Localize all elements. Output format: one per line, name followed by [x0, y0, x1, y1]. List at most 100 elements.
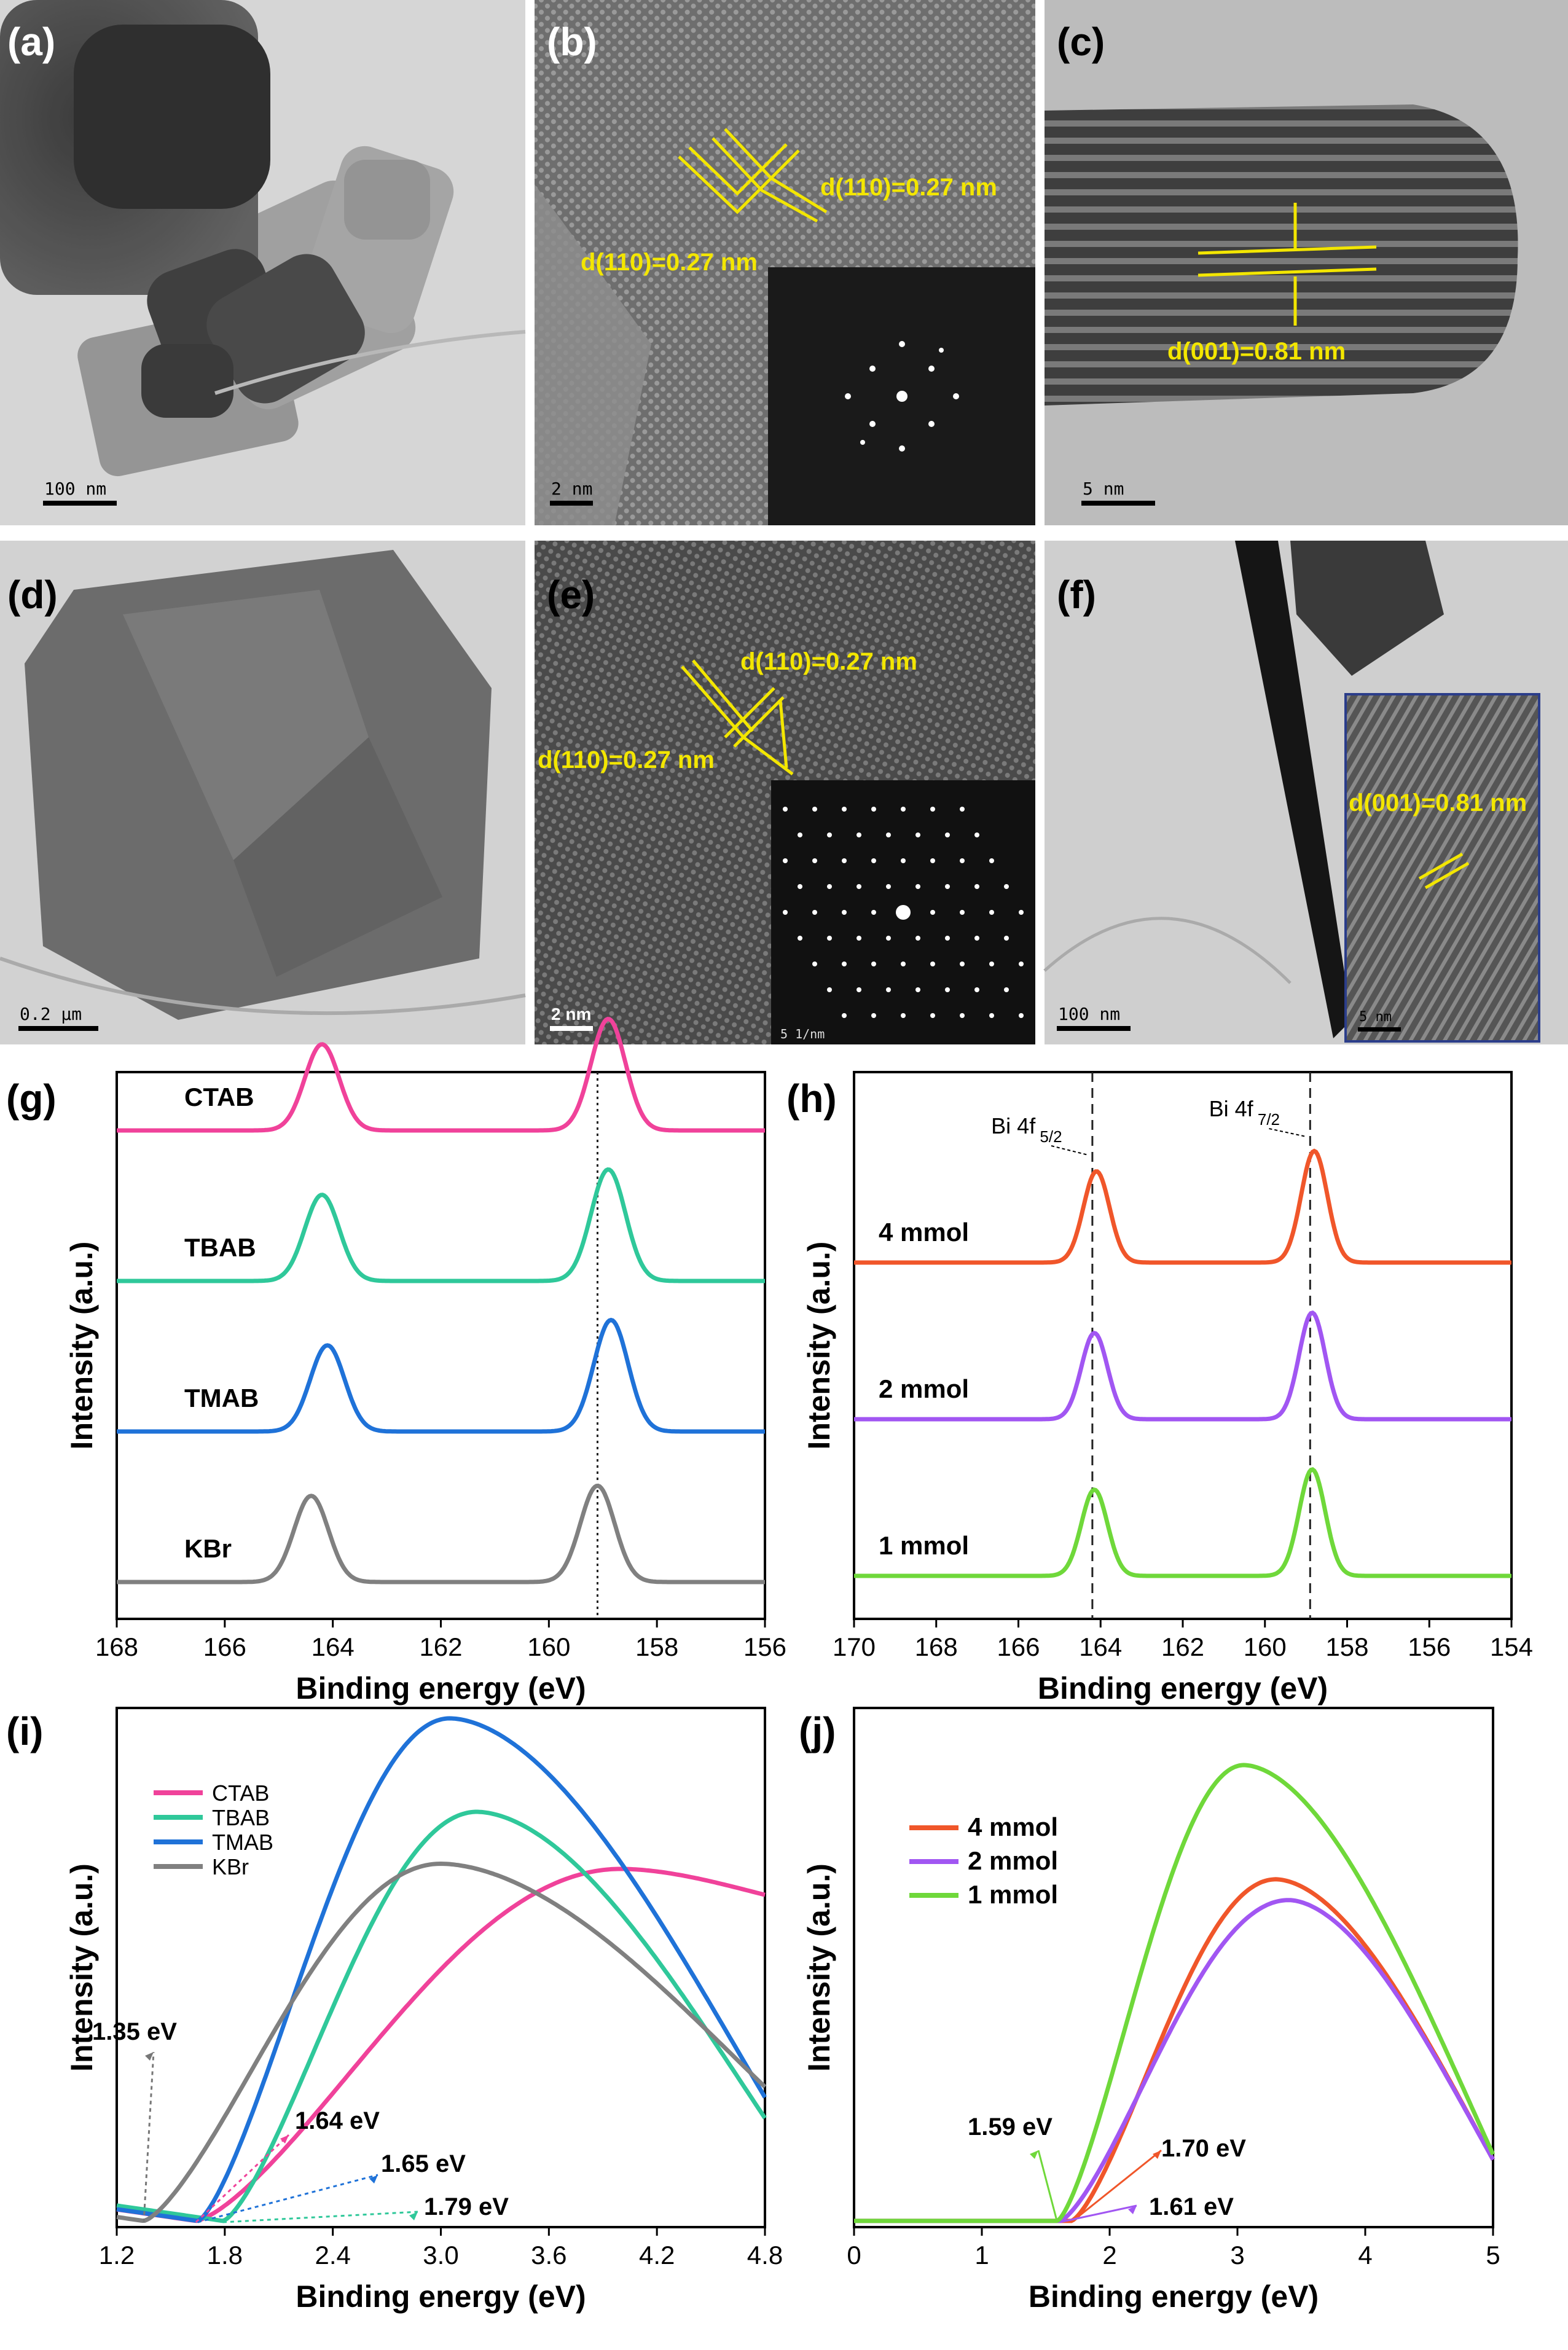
- saed-spot: [960, 1013, 965, 1018]
- y-axis-label: Intensity (a.u.): [802, 1863, 836, 2072]
- series-line-KBr: [117, 1483, 765, 1584]
- x-tick-label: 162: [1161, 1632, 1204, 1661]
- series-line-TMAB: [116, 1716, 767, 2223]
- x-tick-label: 0: [847, 2241, 861, 2270]
- arrow-head: [280, 2135, 289, 2144]
- onset-arrow: [197, 2174, 378, 2223]
- x-axis-label: Binding energy (eV): [296, 2279, 586, 2314]
- series-line-TBAB: [117, 1167, 765, 1283]
- d-spacing-b-2: d(110)=0.27 nm: [820, 174, 997, 201]
- saed-spot: [945, 884, 950, 889]
- onset-arrow: [195, 2134, 290, 2223]
- saed-spot: [901, 858, 906, 863]
- panel-f: d(001)=0.81 nm 5 nm (f) 100 nm: [1043, 541, 1568, 1044]
- series-line-CTAB: [117, 1017, 765, 1133]
- x-tick-label: 164: [1079, 1632, 1122, 1661]
- panel-f-label: (f): [1057, 573, 1096, 617]
- panel-a-label: (a): [7, 20, 55, 64]
- saed-spot: [930, 910, 935, 915]
- d-spacing-b-1: d(110)=0.27 nm: [581, 249, 758, 276]
- panel-j-label: (j): [799, 1709, 836, 1753]
- x-tick-label: 154: [1490, 1632, 1533, 1661]
- plot-frame: [853, 1707, 1494, 2228]
- d-spacing-e-2: d(110)=0.27 nm: [740, 648, 917, 675]
- saed-spot: [886, 884, 891, 889]
- x-tick-label: 166: [997, 1632, 1040, 1661]
- series-line-2-mmol: [854, 1310, 1511, 1422]
- saed-spot: [842, 807, 847, 812]
- saed-spot: [945, 832, 950, 837]
- saed-scale-label-e: 5 1/nm: [780, 1027, 825, 1041]
- saed-spot: [857, 987, 861, 992]
- saed-spot: [827, 936, 832, 941]
- saed-spot: [901, 1013, 906, 1018]
- onset-arrow: [1070, 2149, 1162, 2223]
- x-tick-label: 3.0: [423, 2241, 458, 2270]
- onset-annotation: 1.79 eV: [424, 2193, 509, 2220]
- saed-spot: [842, 1013, 847, 1018]
- onset-arrow: [222, 2211, 418, 2223]
- saed-spot: [1019, 910, 1024, 915]
- arrow-head: [1128, 2206, 1137, 2214]
- saed-spot: [842, 910, 847, 915]
- legend-label: KBr: [212, 1854, 249, 1879]
- saed-spot: [960, 962, 965, 966]
- saed-spot: [812, 910, 817, 915]
- saed-spot: [871, 1013, 876, 1018]
- series-line-4-mmol: [854, 1148, 1511, 1265]
- series-label: 2 mmol: [879, 1374, 969, 1403]
- scale-label-e: 2 nm: [551, 1005, 591, 1024]
- saed-spot: [827, 987, 832, 992]
- saed-spot: [960, 858, 965, 863]
- onset-annotation: 1.59 eV: [968, 2113, 1053, 2140]
- series-line-TMAB: [117, 1317, 765, 1434]
- scale-bar-b: [550, 501, 593, 506]
- saed-spot: [857, 936, 861, 941]
- panel-e: 5 1/nm d(110)=0.27 nm d(110)=0.27 nm (e)…: [535, 541, 1035, 1044]
- onset-annotation: 1.64 eV: [295, 2107, 380, 2134]
- chart-g: 168 166 164 162 160 158 156 Binding energy (eV)…: [65, 1017, 786, 1706]
- panel-i-label: (i): [6, 1709, 43, 1753]
- saed-spot: [915, 987, 920, 992]
- lattice-markers-f: [1418, 852, 1470, 890]
- scale-label-f: 100 nm: [1058, 1004, 1120, 1024]
- lattice-markers-b: [678, 128, 828, 223]
- series-label: KBr: [184, 1534, 232, 1563]
- panel-b-label: (b): [547, 20, 597, 64]
- x-tick-label: 168: [95, 1632, 138, 1661]
- saed-spot: [945, 936, 950, 941]
- saed-spot: [930, 1013, 935, 1018]
- legend-label: 4 mmol: [968, 1812, 1058, 1841]
- x-tick-label: 5: [1486, 2241, 1500, 2270]
- saed-spot: [1004, 884, 1009, 889]
- d-spacing-c: d(001)=0.81 nm: [1167, 338, 1346, 365]
- saed-spot: [842, 962, 847, 966]
- y-axis-label: Intensity (a.u.): [802, 1242, 836, 1450]
- x-tick-label: 4: [1358, 2241, 1372, 2270]
- x-tick-label: 2: [1102, 2241, 1116, 2270]
- x-tick-label: 168: [915, 1632, 958, 1661]
- panel-g-label: (g): [6, 1076, 57, 1121]
- saed-spot: [901, 807, 906, 812]
- series-line-KBr: [116, 1861, 767, 2223]
- arrow-head: [145, 2052, 154, 2061]
- saed-spot: [915, 832, 920, 837]
- saed-spot: [945, 987, 950, 992]
- legend-label: 2 mmol: [968, 1846, 1058, 1875]
- series-line-1-mmol: [854, 1763, 1495, 2223]
- saed-spot: [857, 884, 861, 889]
- onset-arrow: [1037, 2150, 1059, 2223]
- hrtem-inset-f: [1344, 693, 1540, 1043]
- panel-h-label: (h): [786, 1076, 837, 1121]
- legend-label: TMAB: [212, 1830, 273, 1855]
- saed-spot: [989, 910, 994, 915]
- nanosheet-edge-f: [1235, 541, 1352, 1038]
- saed-spot: [930, 962, 935, 966]
- x-tick-label: 160: [527, 1632, 570, 1661]
- saed-spot: [974, 987, 979, 992]
- saed-spot: [960, 910, 965, 915]
- saed-spot: [930, 858, 935, 863]
- x-tick-label: 4.2: [639, 2241, 675, 2270]
- scale-label-c: 5 nm: [1083, 479, 1124, 499]
- onset-annotation: 1.35 eV: [92, 2018, 177, 2045]
